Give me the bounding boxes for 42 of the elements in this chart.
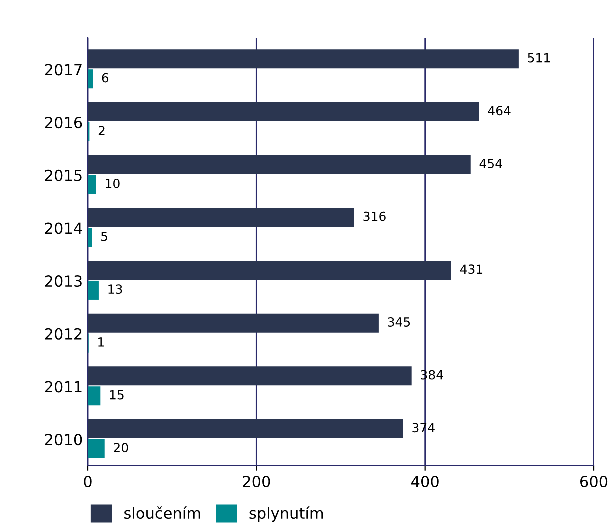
bar [88,314,379,333]
data-label: 316 [364,212,386,222]
y-tick-label: 2016 [45,117,82,129]
bar [88,208,354,228]
legend-label: sloučením [124,506,200,520]
bar [88,50,519,69]
data-label: 13 [108,284,122,294]
data-label: 511 [528,53,550,63]
data-label: 2 [98,126,105,136]
bar [88,386,101,406]
bar [88,102,480,122]
bar [88,260,452,280]
x-tick-label: 400 [412,476,439,488]
y-tick-label: 2011 [45,381,82,393]
bar [88,175,96,194]
y-tick-label: 2010 [45,434,82,446]
y-tick-label: 2017 [45,64,82,76]
bar [88,366,412,386]
data-label: 5 [102,232,108,242]
y-tick-label: 2012 [45,328,82,340]
data-label: 345 [388,318,410,327]
data-label: 1 [98,338,104,347]
data-label: 464 [488,106,511,116]
bar [88,439,105,458]
bar [88,420,404,439]
data-label: 454 [480,159,502,168]
bar [88,155,471,174]
y-tick-label: 2013 [45,276,82,288]
bar [88,228,92,248]
data-label: 6 [102,73,109,83]
y-tick-label: 2015 [45,170,82,182]
x-tick-label: 0 [84,476,92,488]
x-tick-label: 200 [243,476,270,488]
bar [88,70,94,89]
bar [88,280,99,300]
legend-label: splynutím [250,506,324,522]
data-label: 431 [460,264,483,274]
y-tick-label: 2014 [45,222,82,234]
data-label: 20 [114,443,128,453]
data-label: 10 [106,178,120,188]
x-tick-label: 600 [580,476,608,488]
data-label: 15 [110,390,124,400]
